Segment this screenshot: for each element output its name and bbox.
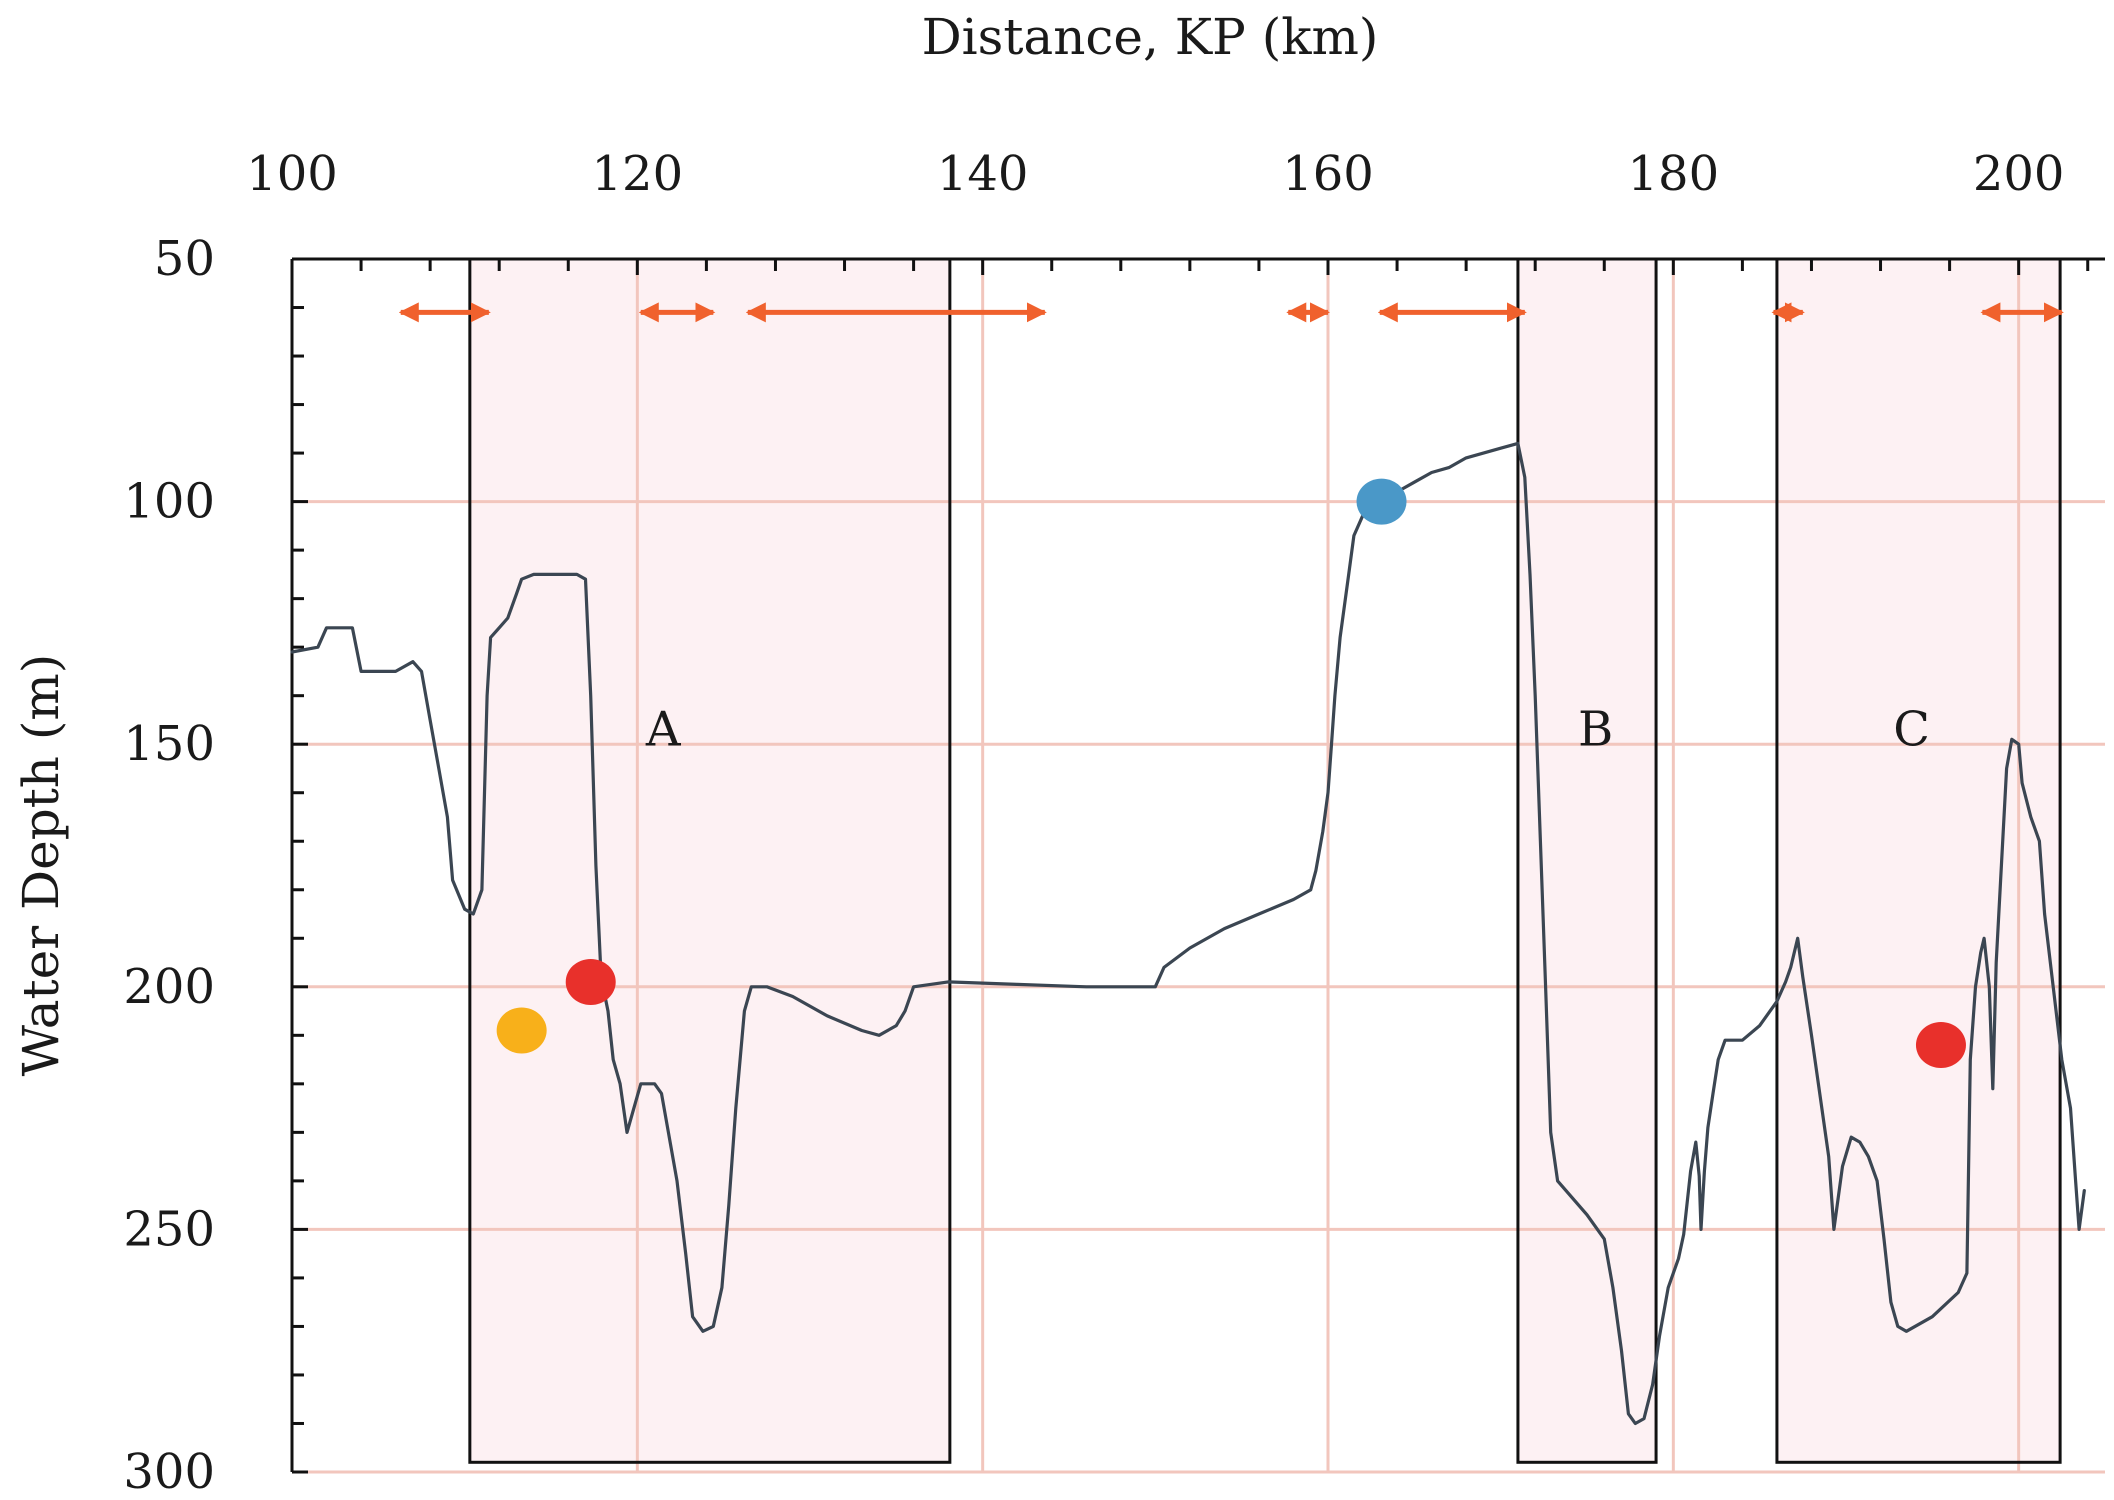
profile-line-layer	[290, 441, 2086, 1426]
dot-marker	[496, 1007, 547, 1054]
dot-marker	[1915, 1022, 1966, 1069]
markers-layer	[496, 478, 1966, 1069]
region-label-B: B	[1578, 702, 1613, 758]
y-tick-label: 150	[123, 716, 215, 772]
y-axis-title: Water Depth (m)	[12, 654, 70, 1077]
y-tick-label: 50	[154, 231, 215, 287]
x-tick-label: 180	[1628, 146, 1720, 202]
regions-layer	[469, 259, 2061, 1463]
x-axis-title: Distance, KP (km)	[922, 8, 1379, 66]
x-tick-label: 160	[1282, 146, 1374, 202]
y-tick-label: 200	[123, 959, 215, 1015]
x-tick-label: 200	[1973, 146, 2065, 202]
region-fill-C	[1776, 259, 2061, 1463]
dot-marker	[565, 958, 616, 1005]
labels-layer: Distance, KP (km) Water Depth (m) A B C	[12, 8, 1930, 1076]
plot-frame	[290, 257, 2105, 1472]
profile-line	[290, 441, 2086, 1426]
x-tick-label: 100	[246, 146, 338, 202]
region-label-A: A	[645, 702, 682, 758]
x-tick-label: 140	[937, 146, 1029, 202]
y-tick-label: 100	[123, 474, 215, 530]
region-label-C: C	[1893, 702, 1930, 758]
y-tick-label: 250	[123, 1201, 215, 1257]
ticks-layer: 100 120 140 160 180 200 50 100 150 200 250 300	[123, 146, 2090, 1500]
y-tick-label: 300	[123, 1444, 215, 1500]
region-fill-B	[1517, 259, 1657, 1463]
dot-marker	[1356, 478, 1407, 525]
x-tick-label: 120	[592, 146, 684, 202]
region-fill-A	[469, 259, 950, 1463]
